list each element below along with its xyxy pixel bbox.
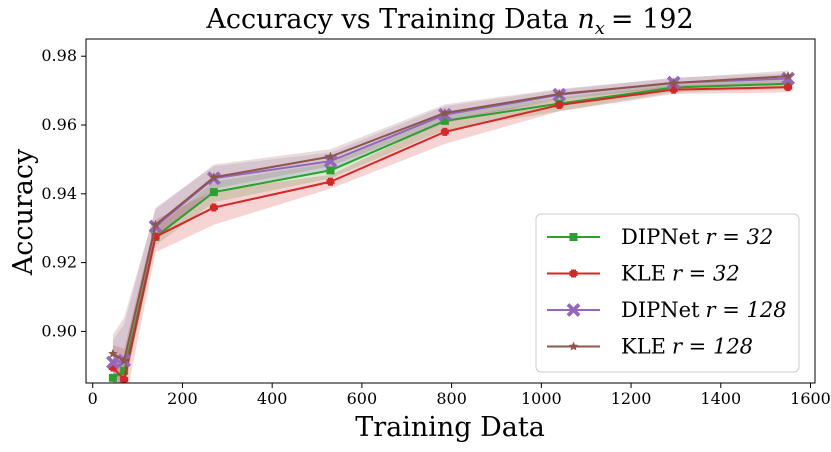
y-axis-label: Accuracy bbox=[8, 148, 39, 276]
point-kle-r-128 bbox=[440, 107, 450, 118]
chart-title: Accuracy vs Training Data nx = 192 bbox=[205, 4, 693, 39]
y-tick-label: 0.90 bbox=[41, 321, 77, 340]
legend-item-kle-r-32: KLE r = 32 bbox=[547, 262, 740, 286]
legend-label: KLE r = 32 bbox=[621, 262, 740, 286]
legend: DIPNet r = 32 KLE r = 32 DIPNet r = 128 KLE r =… bbox=[535, 213, 800, 373]
confidence-bands bbox=[112, 70, 789, 383]
point-dipnet-r-32 bbox=[209, 188, 218, 197]
point-kle-r-128 bbox=[209, 172, 219, 182]
point-dipnet-r-32 bbox=[326, 166, 335, 175]
x-tick-label: 200 bbox=[167, 389, 198, 408]
x-tick-label: 1000 bbox=[521, 389, 562, 408]
x-tick-label: 1200 bbox=[611, 389, 652, 408]
y-axis: 0.90 0.92 0.94 0.96 0.98 bbox=[41, 46, 86, 340]
x-tick-label: 1400 bbox=[700, 389, 741, 408]
x-axis-label: Training Data bbox=[355, 412, 545, 443]
point-kle-r-32 bbox=[669, 85, 678, 94]
point-kle-r-128 bbox=[108, 348, 118, 358]
legend-box bbox=[535, 213, 800, 373]
x-tick-label: 1600 bbox=[790, 389, 831, 408]
point-dipnet-r-32 bbox=[120, 366, 129, 375]
legend-item-kle-r-128: KLE r = 128 bbox=[547, 335, 753, 359]
legend-swatch-marker bbox=[569, 269, 578, 278]
legend-swatch-marker bbox=[569, 233, 578, 241]
point-kle-r-32 bbox=[120, 375, 129, 383]
point-kle-r-128 bbox=[119, 355, 129, 365]
legend-label: DIPNet r = 128 bbox=[621, 298, 787, 322]
x-tick-label: 600 bbox=[347, 389, 378, 408]
x-tick-label: 400 bbox=[257, 389, 288, 408]
point-dipnet-r-32 bbox=[108, 373, 117, 382]
legend-swatch-marker bbox=[566, 303, 581, 317]
point-kle-r-128 bbox=[783, 71, 793, 81]
point-kle-r-32 bbox=[784, 83, 793, 92]
point-kle-r-32 bbox=[555, 101, 564, 110]
point-kle-r-128 bbox=[554, 89, 565, 99]
plot-frame bbox=[85, 38, 816, 384]
y-tick-label: 0.98 bbox=[41, 46, 77, 65]
x-tick-label: 0 bbox=[88, 389, 98, 408]
point-dipnet-r-32 bbox=[440, 116, 449, 125]
legend-item-dipnet-r-32: DIPNet r = 32 bbox=[547, 225, 773, 249]
series-lines bbox=[106, 71, 795, 383]
point-kle-r-32 bbox=[440, 127, 449, 136]
y-tick-label: 0.94 bbox=[41, 184, 77, 203]
point-kle-r-128 bbox=[668, 78, 679, 88]
x-axis: 0 200 400 600 800 1000 1200 1400 1600 bbox=[88, 383, 831, 408]
point-dipnet-r-128 bbox=[106, 355, 120, 370]
legend-label: DIPNet r = 32 bbox=[621, 225, 773, 249]
legend-label: KLE r = 128 bbox=[621, 335, 753, 359]
point-kle-r-32 bbox=[326, 177, 335, 186]
legend-swatch-marker bbox=[568, 341, 579, 351]
y-tick-label: 0.92 bbox=[41, 253, 77, 272]
y-tick-label: 0.96 bbox=[41, 115, 77, 134]
point-kle-r-128 bbox=[150, 219, 161, 229]
band-kle-r-32 bbox=[112, 82, 789, 383]
legend-item-dipnet-r-128: DIPNet r = 128 bbox=[547, 298, 787, 322]
x-tick-label: 800 bbox=[436, 389, 467, 408]
point-kle-r-128 bbox=[325, 151, 336, 161]
point-kle-r-32 bbox=[209, 203, 218, 212]
point-dipnet-r-128 bbox=[323, 154, 338, 169]
